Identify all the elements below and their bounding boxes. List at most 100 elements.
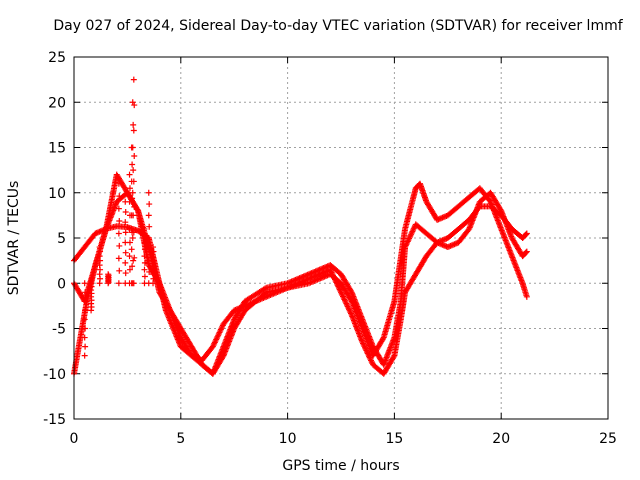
data-point (523, 293, 530, 300)
data-point (96, 244, 103, 251)
data-point (145, 189, 152, 196)
data-point (146, 223, 153, 230)
data-point (141, 273, 148, 280)
data-point (141, 232, 148, 239)
data-point (122, 229, 129, 236)
data-point (130, 212, 137, 219)
data-point (82, 307, 89, 314)
x-tick-label: 20 (492, 431, 510, 447)
x-axis-label: GPS time / hours (282, 458, 399, 474)
y-tick-label: -15 (43, 412, 66, 428)
data-point (126, 185, 133, 192)
data-point (523, 249, 530, 256)
data-point (81, 352, 88, 359)
data-point (145, 212, 152, 219)
x-tick-label: 5 (176, 431, 185, 447)
data-point (115, 230, 122, 237)
y-tick-label: 5 (57, 231, 66, 247)
data-point (129, 263, 136, 270)
data-point (145, 235, 152, 241)
data-point (129, 189, 136, 196)
data-point (141, 225, 148, 232)
y-tick-label: 20 (48, 95, 66, 111)
data-point (141, 239, 148, 246)
data-point (131, 152, 138, 159)
data-point (115, 205, 122, 212)
data-point (115, 180, 122, 187)
data-point (81, 298, 88, 305)
data-point (347, 288, 354, 295)
data-point (115, 255, 122, 262)
data-point (130, 229, 137, 236)
data-point (130, 127, 137, 134)
data-point (122, 270, 129, 277)
y-tick-label: -10 (43, 367, 66, 383)
data-point (122, 249, 129, 256)
data-point (115, 280, 122, 287)
data-point (128, 246, 135, 253)
data-point (131, 102, 138, 109)
x-tick-label: 25 (599, 431, 617, 447)
data-point (122, 208, 129, 215)
data-point (497, 206, 504, 213)
data-point (146, 246, 153, 253)
data-point (130, 76, 137, 83)
data-point (146, 201, 153, 208)
data-point (523, 248, 530, 255)
data-point (126, 171, 133, 178)
data-point (130, 257, 137, 264)
data-point (105, 271, 112, 278)
data-point (88, 307, 95, 314)
data-point (82, 289, 89, 296)
y-axis-label: SDTVAR / TECUs (6, 181, 22, 296)
data-point (131, 254, 138, 261)
data-point (262, 290, 269, 297)
data-point (126, 198, 133, 205)
data-point (134, 206, 141, 213)
data-point (116, 242, 123, 249)
data-point (116, 193, 123, 200)
data-point (129, 235, 136, 241)
data-point (81, 334, 88, 341)
data-point (130, 178, 137, 185)
data-point (129, 161, 136, 168)
x-tick-label: 0 (70, 431, 79, 447)
data-point (116, 218, 123, 225)
data-point (122, 219, 129, 226)
data-point (81, 316, 88, 323)
data-point (126, 225, 133, 232)
data-point (129, 195, 136, 202)
data-point (126, 253, 133, 260)
data-point (130, 167, 137, 174)
y-tick-label: 0 (57, 276, 66, 292)
chart-title: Day 027 of 2024, Sidereal Day-to-day VTE… (53, 18, 623, 34)
data-point (141, 253, 148, 260)
data-point (379, 335, 386, 342)
data-point (141, 266, 148, 273)
data-point (82, 325, 89, 332)
data-point (130, 121, 137, 128)
y-tick-label: -5 (52, 322, 66, 338)
data-point (150, 244, 157, 251)
data-point (219, 353, 226, 360)
data-point (116, 267, 123, 274)
x-tick-label: 10 (279, 431, 297, 447)
data-points (71, 76, 530, 377)
data-point (82, 343, 89, 350)
data-point (126, 266, 133, 273)
plot-frame (73, 56, 609, 420)
y-tick-label: 25 (48, 50, 66, 66)
data-point (523, 231, 530, 238)
data-point (131, 203, 138, 210)
y-tick-label: 10 (48, 186, 66, 202)
data-point (390, 353, 397, 360)
data-point (81, 280, 88, 287)
data-point (129, 144, 136, 151)
y-tick-label: 15 (48, 141, 66, 157)
data-point (141, 259, 148, 266)
data-point (126, 239, 133, 246)
data-point (130, 280, 137, 287)
data-point (122, 259, 129, 266)
